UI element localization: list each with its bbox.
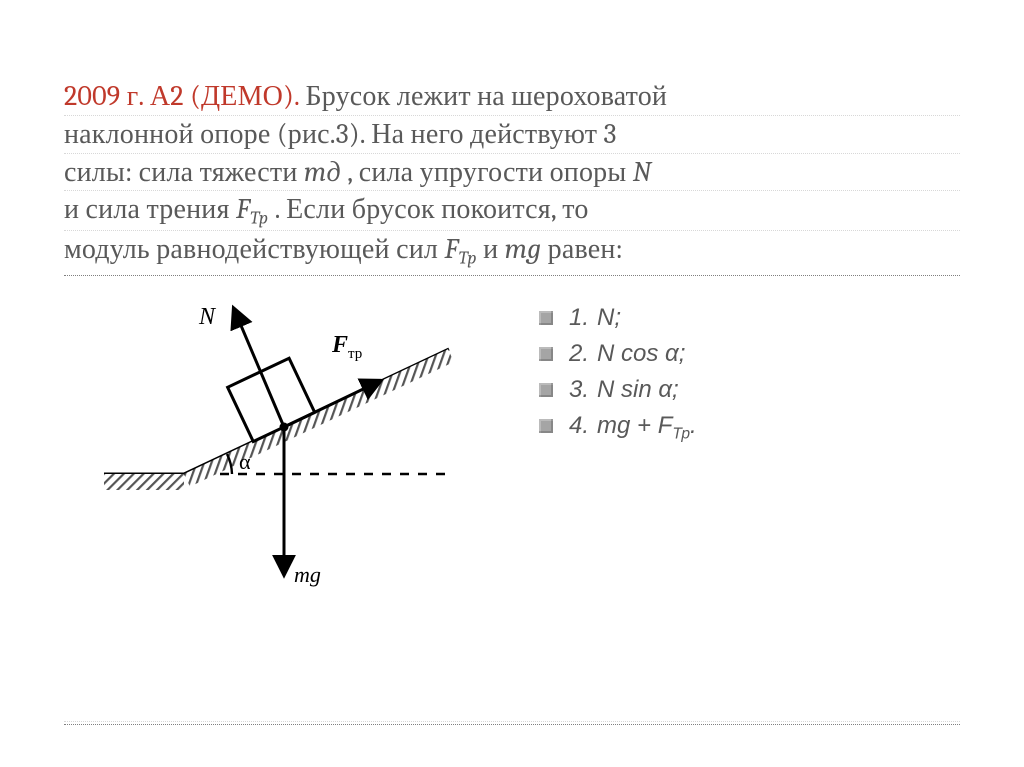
title-F2: F xyxy=(444,233,458,265)
title-F1: F xyxy=(236,193,250,225)
answer-option: 2. N cos α; xyxy=(539,336,697,372)
title-line5a: модуль равнодействующей сил xyxy=(64,233,444,265)
title-line3b: , сила упругости опоры xyxy=(347,156,633,188)
title-line5c: равен: xyxy=(541,233,623,265)
answer-num: 1. xyxy=(569,304,597,332)
title-F2sub: Tp xyxy=(459,248,477,269)
title-line4b: . Если брусок покоится, то xyxy=(268,193,588,225)
answer-num: 3. xyxy=(569,376,597,404)
bullet-icon xyxy=(539,383,553,397)
title-line4a: и сила трения xyxy=(64,193,236,225)
title-line5b: и xyxy=(477,233,505,265)
bottom-rule xyxy=(64,721,960,725)
answer-text: N cos α; xyxy=(597,340,685,368)
title-line1: Брусок лежит на шероховатой xyxy=(305,80,667,112)
title-line2: наклонной опоре (рис.3). На него действу… xyxy=(64,118,617,150)
label-N: N xyxy=(198,304,217,330)
answer-text-tail: . xyxy=(690,412,697,439)
label-Fsub: тр xyxy=(348,346,362,362)
bullet-icon xyxy=(539,347,553,361)
label-alpha: α xyxy=(239,449,251,474)
title-prefix: 2009 г. А2 (ДЕМО). xyxy=(64,80,305,112)
slide: 2009 г. А2 (ДЕМО). Брусок лежит на шерох… xyxy=(0,0,1024,767)
answer-text: N; xyxy=(597,304,621,332)
answer-option: 3. N sin α; xyxy=(539,372,697,408)
title-F1sub: Tp xyxy=(250,208,268,229)
answer-option: 4. mg + FТр. xyxy=(539,408,697,447)
problem-title: 2009 г. А2 (ДЕМО). Брусок лежит на шерох… xyxy=(64,78,960,276)
answer-num: 2. xyxy=(569,340,597,368)
bullet-icon xyxy=(539,419,553,433)
label-F: F xyxy=(331,332,348,358)
inclined-plane-figure: mg N F тр α xyxy=(104,294,484,594)
bullet-icon xyxy=(539,311,553,325)
answer-option: 1. N; xyxy=(539,300,697,336)
title-mg1: mд xyxy=(304,156,347,188)
title-line3a: силы: сила тяжести xyxy=(64,156,304,188)
title-mg2: mg xyxy=(505,233,542,265)
title-N: N xyxy=(633,156,652,188)
content-row: mg N F тр α 1. N; 2. N cos α; xyxy=(64,294,960,594)
answer-text-sub: Тр xyxy=(672,426,690,443)
answer-text-main: mg + F xyxy=(597,412,672,439)
label-mg: mg xyxy=(294,562,321,587)
answer-text: N sin α; xyxy=(597,376,679,404)
answer-list: 1. N; 2. N cos α; 3. N sin α; 4. mg + FТ… xyxy=(539,300,697,447)
answer-text: mg + FТр. xyxy=(597,412,697,443)
answer-num: 4. xyxy=(569,412,597,440)
